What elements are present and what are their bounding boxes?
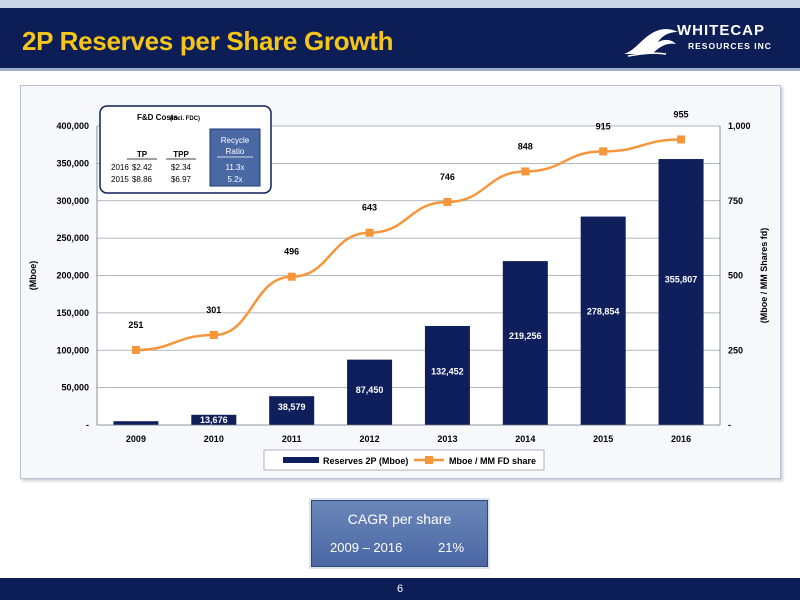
logo-subtitle: RESOURCES INC <box>688 41 772 51</box>
line-marker-2016 <box>677 135 686 144</box>
fd-col-tpp: TPP <box>173 150 189 159</box>
header-bar <box>0 8 800 68</box>
fd-costs-title: F&D Costs <box>137 113 178 122</box>
y-tick-label-left: 100,000 <box>56 345 89 355</box>
fd-row-2015-tp: $8.86 <box>132 175 153 184</box>
line-marker-2011 <box>287 272 296 281</box>
y-axis-title-left: (Mboe) <box>28 261 38 291</box>
y-tick-label-right: 1,000 <box>728 121 751 131</box>
top-accent-bar <box>0 0 800 8</box>
y-tick-label-right: 250 <box>728 345 743 355</box>
footer-bar <box>0 578 800 600</box>
bar-2015 <box>580 216 626 425</box>
y-tick-label-left: 350,000 <box>56 158 89 168</box>
legend-line-label: Mboe / MM FD share <box>449 456 536 466</box>
x-tick-label: 2015 <box>593 434 613 444</box>
fd-row-2016-tp: $2.42 <box>132 163 153 172</box>
wave-icon <box>624 29 678 57</box>
fd-row-2015-year: 2015 <box>111 175 129 184</box>
recycle-label-2: Ratio <box>226 147 245 156</box>
cagr-box: CAGR per share 2009 – 2016 21% <box>311 500 488 567</box>
line-marker-2010 <box>209 331 218 340</box>
recycle-label-1: Recycle <box>221 136 250 145</box>
x-tick-label: 2010 <box>204 434 224 444</box>
bar-value-label: 355,807 <box>665 275 698 285</box>
recycle-ratio-2015: 5.2x <box>227 175 242 184</box>
bar-2016 <box>658 159 704 425</box>
per-share-line-path <box>135 138 682 352</box>
bar-2014 <box>502 261 548 425</box>
cagr-title: CAGR per share <box>347 511 452 527</box>
bar-value-label: 278,854 <box>587 306 620 316</box>
y-tick-label-right: 750 <box>728 196 743 206</box>
line-marker-2014 <box>521 167 530 176</box>
bar-2012 <box>347 359 393 425</box>
bar-value-label: 38,579 <box>278 402 306 412</box>
reserves-chart: 5,083 13,676 38,579 87,450 132,452 219,256 278… <box>28 105 769 471</box>
line-value-label: 301 <box>206 305 221 315</box>
line-value-label: 251 <box>128 320 143 330</box>
bar-value-label: 13,676 <box>200 415 228 425</box>
fd-costs-box: F&D Costs (incl. FDC) TP TPP 2016 $2.42 … <box>99 105 272 194</box>
bar-value-label: 219,256 <box>509 331 542 341</box>
per-share-line <box>131 135 686 354</box>
bar-value-label: 87,450 <box>356 385 384 395</box>
data-labels: 5,083 13,676 38,579 87,450 132,452 219,256 278… <box>125 109 698 424</box>
line-marker-2013 <box>443 197 452 206</box>
axes: - 50,000 100,000 150,000 200,000 250,000 300,0… <box>28 121 769 444</box>
y-tick-label-right: - <box>728 420 731 430</box>
bar-2013 <box>424 325 470 425</box>
bar-value-label: 132,452 <box>431 367 464 377</box>
line-marker-2012 <box>365 228 374 237</box>
line-marker-2015 <box>599 147 608 156</box>
line-value-label: 848 <box>518 141 533 151</box>
chart-panel: 5,083 13,676 38,579 87,450 132,452 219,256 278… <box>20 85 781 479</box>
bars <box>113 159 704 425</box>
recycle-ratio-box <box>209 128 261 187</box>
y-axis-title-right: (Mboe / MM Shares fd) <box>759 228 769 324</box>
line-value-label: 643 <box>362 203 377 213</box>
legend-bar-swatch <box>283 457 319 463</box>
y-tick-label-left: 50,000 <box>61 383 89 393</box>
page-number: 6 <box>396 583 404 595</box>
line-marker-2009 <box>131 345 140 354</box>
legend-bar-label: Reserves 2P (Mboe) <box>323 456 408 466</box>
cagr-value: 21% <box>438 540 465 555</box>
bar-value-label: 5,083 <box>125 409 148 419</box>
fd-row-2016-year: 2016 <box>111 163 129 172</box>
x-tick-label: 2011 <box>282 434 302 444</box>
y-tick-label-left: 250,000 <box>56 233 89 243</box>
legend-line-marker <box>425 456 433 464</box>
fd-row-2015-tpp: $6.97 <box>171 175 192 184</box>
recycle-ratio-2016: 11.3x <box>226 163 245 172</box>
y-tick-label-left: 300,000 <box>56 196 89 206</box>
slide-title: 2P Reserves per Share Growth <box>22 26 394 56</box>
fd-row-2016-tpp: $2.34 <box>171 163 192 172</box>
bar-2010 <box>191 414 237 425</box>
y-tick-label-left: - <box>86 420 89 430</box>
header-underline <box>0 68 800 71</box>
y-tick-label-left: 150,000 <box>56 308 89 318</box>
bar-2011 <box>269 396 315 425</box>
bar-2009 <box>113 421 159 425</box>
line-value-label: 915 <box>596 121 611 131</box>
x-tick-label: 2016 <box>671 434 691 444</box>
line-value-label: 746 <box>440 172 455 182</box>
legend: Reserves 2P (Mboe) Mboe / MM FD share <box>263 449 545 471</box>
logo-name: WHITECAP <box>677 22 765 39</box>
line-value-label: 955 <box>674 109 689 119</box>
y-tick-label-left: 400,000 <box>56 121 89 131</box>
x-tick-label: 2014 <box>515 434 535 444</box>
line-value-label: 496 <box>284 247 299 257</box>
company-logo: WHITECAP RESOURCES INC <box>622 14 794 62</box>
x-tick-label: 2012 <box>360 434 380 444</box>
y-tick-label-right: 500 <box>728 271 743 281</box>
x-tick-label: 2013 <box>437 434 457 444</box>
fd-col-tp: TP <box>137 150 148 159</box>
fd-costs-note: (incl. FDC) <box>170 116 200 122</box>
x-tick-label: 2009 <box>126 434 146 444</box>
cagr-years: 2009 – 2016 <box>330 540 403 555</box>
y-tick-label-left: 200,000 <box>56 271 89 281</box>
